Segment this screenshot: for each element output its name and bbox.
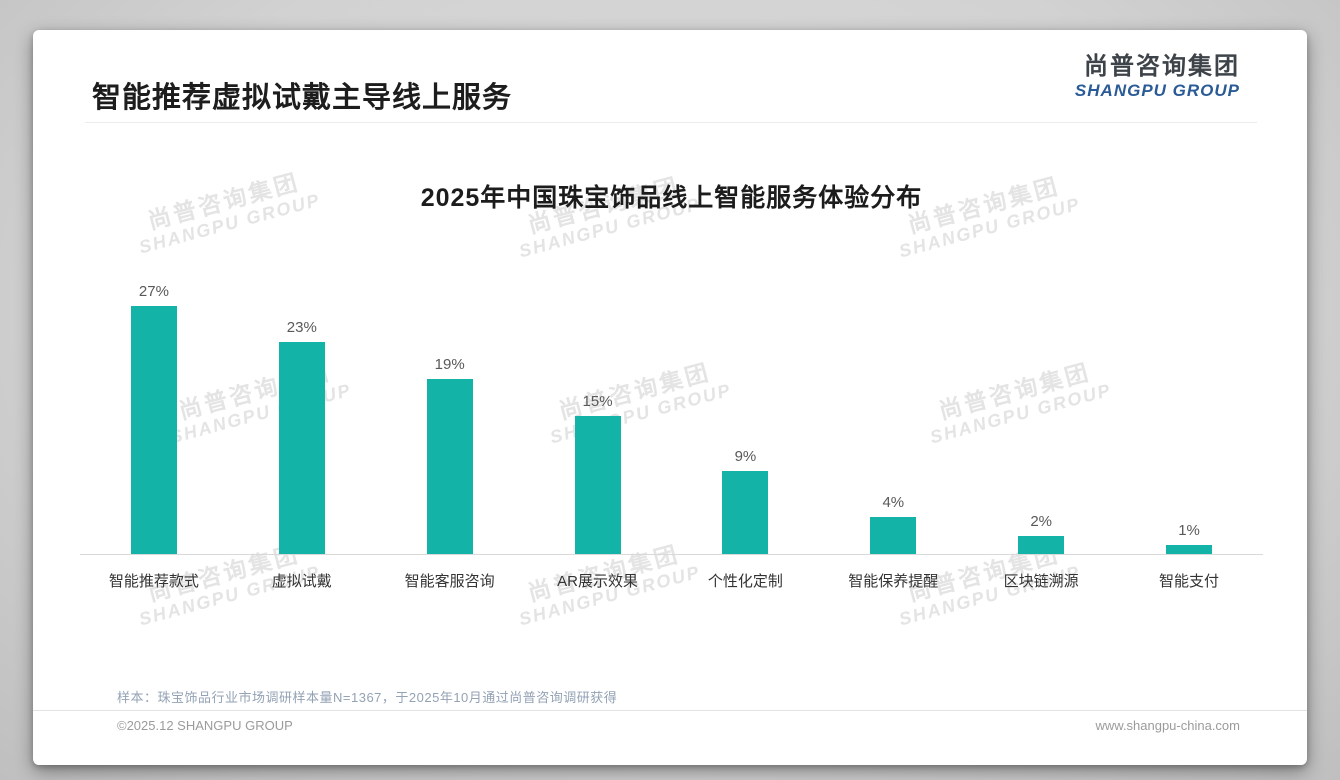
bar-value-label: 4%	[882, 494, 905, 512]
chart-title: 2025年中国珠宝饰品线上智能服务体验分布	[420, 184, 923, 212]
bar	[1166, 544, 1213, 554]
bar	[130, 305, 177, 554]
x-axis-category-label: 智能支付	[1159, 573, 1220, 590]
chart-plot-area: 27% 23% 19% 15% 9% 4% 2% 1%	[80, 264, 1263, 555]
footer: ©2025.12 SHANGPU GROUP www.shangpu-china…	[117, 718, 1240, 733]
bar	[1018, 535, 1065, 554]
chart-x-axis-labels: 智能推荐款式 虚拟试戴 智能客服咨询 AR展示效果 个性化定制 智能保养提醒 区块链溯源 智能…	[80, 555, 1263, 591]
bar-slot: 4%	[819, 494, 967, 554]
bar-value-label: 15%	[582, 393, 613, 410]
bar	[426, 379, 473, 554]
bar-value-label: 2%	[1030, 512, 1053, 530]
bar	[574, 416, 621, 554]
logo-en-text: SHANGPU GROUP	[1074, 81, 1240, 101]
x-axis-category-label: 个性化定制	[707, 573, 783, 590]
company-logo: 尚普咨询集团 SHANGPU GROUP	[1074, 53, 1240, 101]
sample-note: 样本：珠宝饰品行业市场调研样本量N=1367，于2025年10月通过尚普咨询调研…	[117, 690, 618, 705]
bar-slot: 23%	[228, 319, 376, 554]
website-text: www.shangpu-china.com	[1095, 718, 1240, 733]
x-axis-category-label: 智能推荐款式	[108, 573, 199, 590]
x-axis-category-label: 智能保养提醒	[848, 573, 939, 590]
logo-cn-text: 尚普咨询集团	[1084, 53, 1240, 80]
bar-value-label: 9%	[734, 448, 757, 466]
bar	[870, 517, 917, 554]
x-axis-category-label: AR展示效果	[557, 573, 638, 590]
x-axis-category-label: 智能客服咨询	[404, 573, 495, 590]
bar-value-label: 27%	[138, 282, 169, 300]
title-divider	[85, 122, 1257, 123]
x-axis-category-label: 虚拟试戴	[271, 573, 332, 590]
bar-slot: 19%	[376, 356, 524, 554]
bar-slot: 9%	[672, 448, 820, 554]
bar-chart: 27% 23% 19% 15% 9% 4% 2% 1% 智能推荐款式 虚拟试戴 智能客服咨询 AR展…	[80, 264, 1263, 591]
bar-slot: 1%	[1115, 522, 1263, 554]
bar-slot: 27%	[80, 283, 228, 554]
slide-card: 尚普咨询集团 SHANGPU GROUP 尚普咨询集团 SHANGPU GROUP …	[33, 30, 1307, 765]
footer-divider	[33, 710, 1307, 711]
page-title: 智能推荐虚拟试戴主导线上服务	[92, 82, 513, 114]
bar	[722, 471, 769, 554]
bar	[278, 342, 325, 554]
bar-slot: 2%	[967, 513, 1115, 554]
copyright-text: ©2025.12 SHANGPU GROUP	[117, 718, 293, 733]
bar-value-label: 19%	[434, 356, 465, 374]
bar-value-label: 1%	[1178, 521, 1200, 539]
bar-slot: 15%	[524, 393, 672, 554]
x-axis-category-label: 区块链溯源	[1003, 573, 1079, 590]
bar-value-label: 23%	[286, 319, 317, 337]
